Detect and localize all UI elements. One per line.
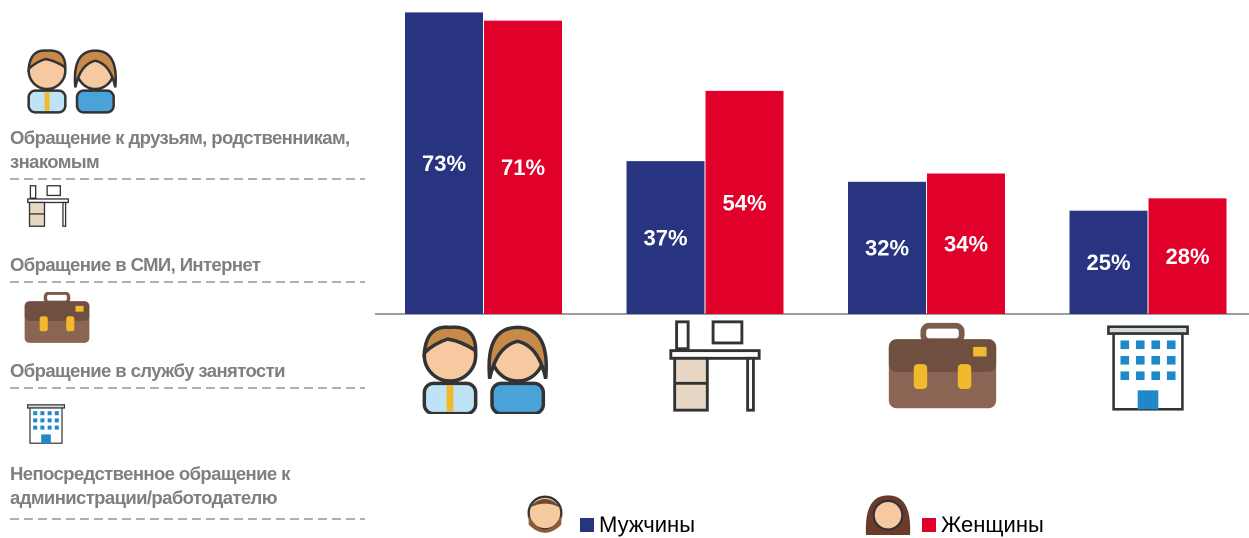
value-label: 28% (1165, 244, 1209, 269)
category-label: Обращение к друзьям, родственникам, знак… (10, 126, 360, 174)
icon (529, 497, 562, 533)
value-label: 73% (422, 151, 466, 176)
value-label: 25% (1086, 250, 1130, 275)
icon (424, 327, 546, 414)
category-label: Обращение в службу занятости (10, 359, 360, 383)
icon (889, 326, 996, 408)
page: 73%37%32%25%71%54%34%28%МужчиныЖенщины (… (0, 0, 1249, 538)
value-label: 34% (944, 232, 988, 257)
legend-label: Женщины (941, 512, 1044, 537)
icon (866, 495, 910, 535)
icon (28, 405, 65, 443)
value-label: 54% (722, 190, 766, 215)
value-label: 71% (501, 155, 545, 180)
legend-swatch (922, 518, 936, 532)
legend-label: Мужчины (599, 512, 695, 537)
bottom-icons (424, 322, 1187, 535)
left-icons (25, 51, 116, 444)
category-label: Непосредственное обращение к администрац… (10, 462, 360, 510)
icon (25, 293, 90, 343)
icon (1108, 327, 1187, 410)
icon (29, 51, 116, 113)
category-label: Обращение в СМИ, Интернет (10, 253, 360, 277)
value-label: 37% (643, 225, 687, 250)
icon (28, 186, 68, 226)
value-label: 32% (865, 236, 909, 261)
icon (671, 322, 759, 410)
legend-swatch (580, 518, 594, 532)
